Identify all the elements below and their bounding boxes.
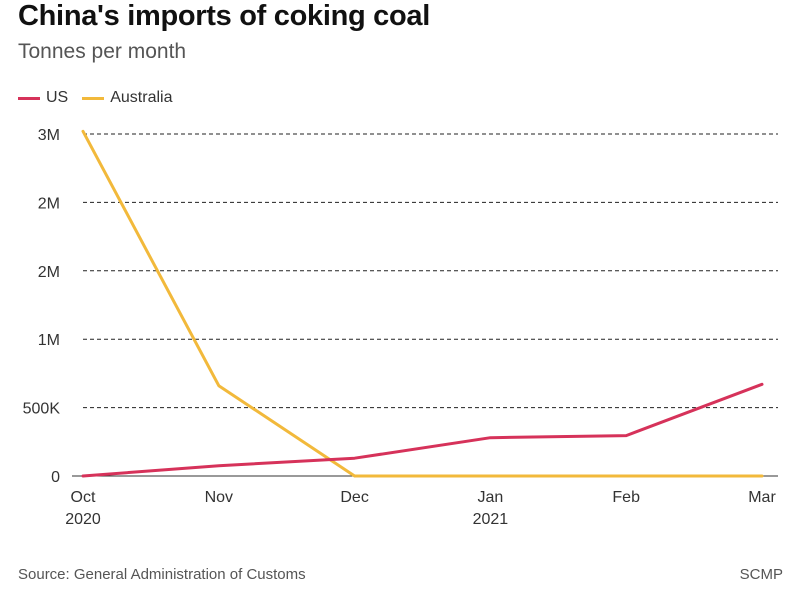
legend-label-us: US	[46, 89, 69, 106]
x-tick-label: Nov	[205, 489, 233, 506]
legend-label-australia: Australia	[110, 89, 173, 106]
legend: US Australia	[18, 89, 186, 107]
y-tick-label: 1M	[38, 332, 60, 349]
x-tick-label: Jan	[478, 489, 504, 506]
legend-swatch-australia	[82, 96, 105, 100]
chart-subtitle: Tonnes per month	[18, 40, 187, 63]
legend-item-australia: Australia	[82, 89, 172, 107]
y-tick-label: 3M	[38, 127, 60, 144]
source-note: Source: General Administration of Custom…	[18, 566, 306, 583]
legend-swatch-us	[18, 96, 40, 100]
series	[81, 129, 764, 478]
x-tick-label: Mar	[748, 489, 776, 506]
y-tick-label: 0	[51, 469, 60, 486]
x-tick-year-label: 2021	[473, 511, 509, 528]
series-line-us	[81, 382, 764, 478]
axes: 0 500K 1M 2M 2M 3M Oct 2020 Nov Dec Jan 2021 Feb Mar	[23, 127, 778, 528]
gridlines	[83, 133, 778, 409]
chart-title: China's imports of coking coal	[18, 0, 431, 32]
x-tick-label: Dec	[340, 489, 368, 506]
x-tick-label: Oct	[71, 489, 96, 506]
series-line-australia	[81, 129, 764, 478]
y-tick-label: 500K	[23, 401, 61, 418]
y-tick-label: 2M	[38, 264, 60, 281]
legend-item-us: US	[18, 89, 68, 107]
x-tick-year-label: 2020	[65, 511, 101, 528]
publisher-credit: SCMP	[739, 566, 783, 583]
x-tick-label: Feb	[612, 489, 640, 506]
y-tick-label: 2M	[38, 195, 60, 212]
